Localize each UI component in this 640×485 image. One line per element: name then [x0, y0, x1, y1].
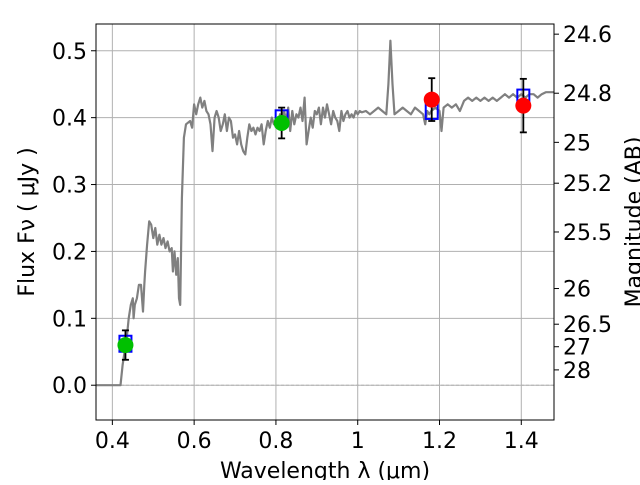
y-tick-label: 0.5	[52, 40, 87, 65]
right-tick-label: 28	[563, 359, 591, 384]
y-axis: 0.0 0.1 0.2 0.3 0.4 0.5	[52, 40, 96, 399]
right-tick-label: 26	[563, 278, 591, 303]
plot-frame	[95, 23, 555, 421]
y-axis-label: Flux Fν ( μJy )	[15, 147, 40, 296]
right-tick-label: 24.8	[563, 82, 612, 107]
y-tick-label: 0.2	[52, 240, 87, 265]
x-tick-label: 0.4	[95, 429, 130, 454]
right-tick-label: 25.5	[563, 221, 612, 246]
x-tick-label: 1.2	[422, 429, 457, 454]
right-axis-label: Magnitude (AB)	[622, 137, 640, 308]
grid-layer	[96, 24, 554, 420]
x-tick-label: 1	[351, 429, 365, 454]
y-tick-label: 0.0	[52, 374, 87, 399]
x-tick-label: 1.4	[504, 429, 539, 454]
model-spectrum-line	[96, 39, 554, 387]
x-tick-label: 0.8	[258, 429, 293, 454]
photometry-point	[273, 115, 290, 131]
photometry-point	[423, 91, 440, 108]
y-tick-label: 0.4	[52, 107, 87, 132]
right-tick-label: 25	[563, 131, 591, 156]
photometry-point	[515, 97, 532, 114]
photometry-point	[117, 337, 134, 354]
y-tick-label: 0.3	[52, 174, 87, 199]
y-tick-label: 0.1	[52, 307, 87, 332]
x-axis: 0.4 0.6 0.8 1 1.2 1.4	[95, 420, 539, 454]
series-layer	[96, 39, 554, 387]
right-tick-label: 24.6	[563, 23, 612, 48]
right-tick-label: 26.5	[563, 313, 612, 338]
x-tick-label: 0.6	[177, 429, 212, 454]
x-axis-label: Wavelength λ (μm)	[220, 459, 430, 480]
right-tick-label: 25.2	[563, 172, 612, 197]
right-tick-label: 27	[563, 336, 591, 361]
